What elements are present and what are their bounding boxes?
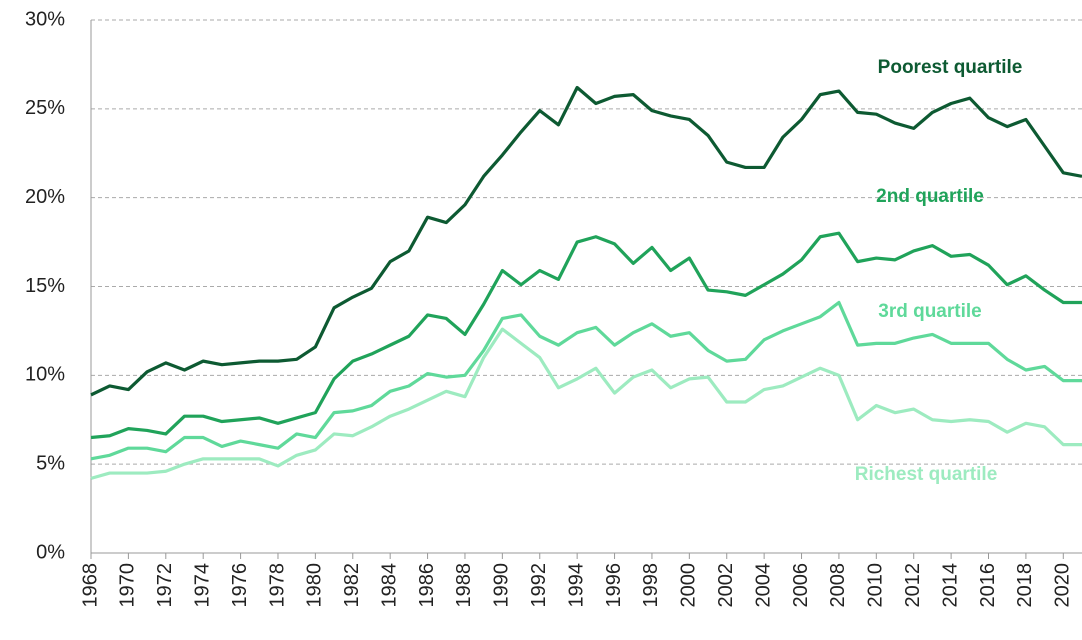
x-tick-label: 1974 — [191, 563, 213, 608]
series-line — [90, 85, 1082, 397]
series-line — [90, 231, 1082, 440]
x-tick-label: 2014 — [939, 563, 961, 608]
y-tick-label: 25% — [25, 97, 65, 119]
x-tick-label: 1994 — [565, 563, 587, 608]
x-tick-label: 1988 — [453, 563, 475, 608]
y-tick-label: 10% — [25, 364, 65, 386]
series-line — [90, 327, 1082, 480]
x-tick-label: 1992 — [528, 563, 550, 608]
series-label: 3rd quartile — [878, 301, 981, 322]
x-tick-label: 1986 — [416, 563, 438, 608]
x-tick-label: 2006 — [790, 563, 812, 608]
series-line — [90, 300, 1082, 461]
y-tick-label: 15% — [25, 275, 65, 297]
y-tick-label: 5% — [36, 452, 65, 474]
x-tick-label: 2010 — [865, 563, 887, 608]
series-label: 2nd quartile — [876, 186, 984, 207]
x-tick-label: 2018 — [1014, 563, 1036, 608]
series-label: Poorest quartile — [878, 57, 1023, 78]
x-tick-label: 1978 — [266, 563, 288, 608]
x-tick-label: 1968 — [79, 563, 101, 608]
x-tick-label: 2016 — [977, 563, 999, 608]
x-tick-label: 1972 — [154, 563, 176, 608]
x-tick-label: 1984 — [378, 563, 400, 608]
y-tick-label: 0% — [36, 541, 65, 563]
x-tick-label: 1980 — [304, 563, 326, 608]
y-tick-label: 30% — [25, 8, 65, 30]
x-tick-label: 1990 — [491, 563, 513, 608]
series-label: Richest quartile — [855, 464, 998, 485]
x-tick-label: 1998 — [640, 563, 662, 608]
x-tick-label: 1970 — [117, 563, 139, 608]
y-tick-label: 20% — [25, 186, 65, 208]
x-tick-label: 2020 — [1052, 563, 1074, 608]
x-tick-label: 2004 — [752, 563, 774, 608]
x-tick-label: 2000 — [678, 563, 700, 608]
x-tick-label: 2002 — [715, 563, 737, 608]
x-tick-label: 1982 — [341, 563, 363, 608]
x-tick-label: 1976 — [229, 563, 251, 608]
x-tick-label: 2008 — [827, 563, 849, 608]
x-tick-label: 1996 — [603, 563, 625, 608]
x-tick-label: 2012 — [902, 563, 924, 608]
